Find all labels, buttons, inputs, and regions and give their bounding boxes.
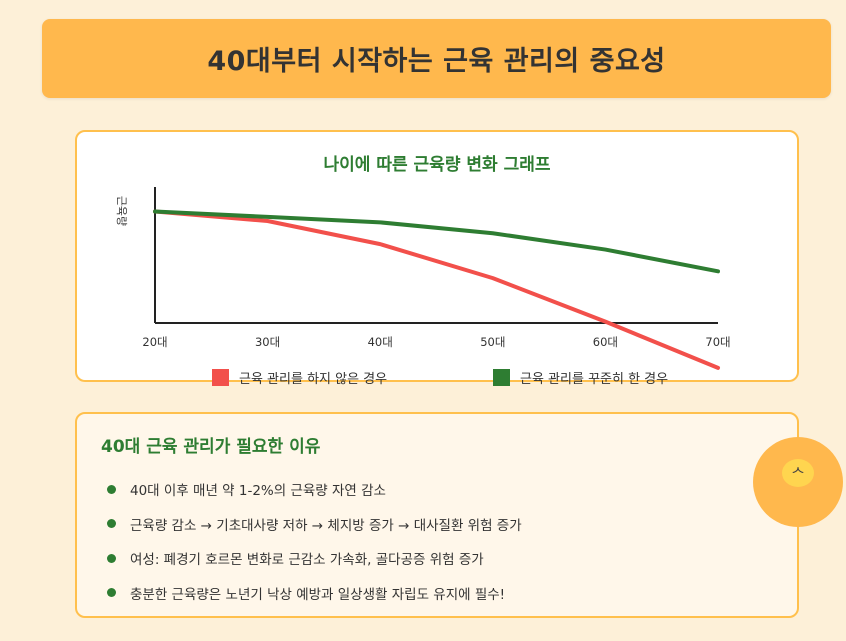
list-item: 충분한 근육량은 노년기 낙상 예방과 일상생활 자립도 유지에 필수!	[107, 576, 522, 611]
legend-item-care: 근육 관리를 꾸준히 한 경우	[493, 368, 668, 387]
legend-label-care: 근육 관리를 꾸준히 한 경우	[520, 372, 669, 387]
x-tick-label: 20대	[142, 335, 167, 349]
bullet-icon	[107, 519, 116, 529]
reasons-list: 40대 이후 매년 약 1-2%의 근육량 자연 감소 근육량 감소 → 기초대…	[107, 472, 522, 610]
series-line-care	[153, 209, 720, 274]
y-axis-label: 근육량	[115, 196, 128, 226]
bullet-icon	[107, 484, 116, 494]
decorative-badge: ᄉ	[753, 437, 843, 527]
reason-text: 40대 이후 매년 약 1-2%의 근육량 자연 감소	[130, 483, 386, 500]
x-tick-label: 40대	[368, 335, 393, 349]
reason-text: 충분한 근육량은 노년기 낙상 예방과 일상생활 자립도 유지에 필수!	[130, 586, 506, 603]
badge-glyph: ᄉ	[791, 464, 805, 483]
title-banner: 40대부터 시작하는 근육 관리의 중요성	[42, 19, 831, 98]
x-tick-label: 70대	[705, 335, 730, 349]
x-tick-label: 60대	[593, 335, 618, 349]
list-item: 근육량 감소 → 기초대사량 저하 → 체지방 증가 → 대사질환 위험 증가	[107, 507, 522, 542]
list-item: 여성: 폐경기 호르몬 변화로 근감소 가속화, 골다공증 위험 증가	[107, 541, 522, 576]
page-title: 40대부터 시작하는 근육 관리의 중요성	[207, 46, 666, 77]
reasons-card: 40대 근육 관리가 필요한 이유 40대 이후 매년 약 1-2%의 근육량 …	[75, 412, 799, 618]
reasons-title: 40대 근육 관리가 필요한 이유	[101, 437, 321, 457]
legend-label-no-care: 근육 관리를 하지 않은 경우	[239, 372, 388, 387]
chart-title: 나이에 따른 근육량 변화 그래프	[323, 155, 551, 175]
series-line-no-care	[153, 209, 720, 370]
x-tick-label: 50대	[480, 335, 505, 349]
legend-item-no-care: 근육 관리를 하지 않은 경우	[212, 368, 387, 387]
list-item: 40대 이후 매년 약 1-2%의 근육량 자연 감소	[107, 472, 522, 507]
bullet-icon	[107, 588, 116, 598]
reason-text: 근육량 감소 → 기초대사량 저하 → 체지방 증가 → 대사질환 위험 증가	[130, 517, 522, 534]
legend-swatch-no-care	[212, 369, 229, 386]
chart-card: 나이에 따른 근육량 변화 그래프	[75, 130, 799, 382]
muscle-icon: ᄉ	[782, 459, 814, 487]
reason-text: 여성: 폐경기 호르몬 변화로 근감소 가속화, 골다공증 위험 증가	[130, 552, 484, 569]
legend-swatch-care	[493, 369, 510, 386]
x-tick-label: 30대	[255, 335, 280, 349]
bullet-icon	[107, 553, 116, 563]
